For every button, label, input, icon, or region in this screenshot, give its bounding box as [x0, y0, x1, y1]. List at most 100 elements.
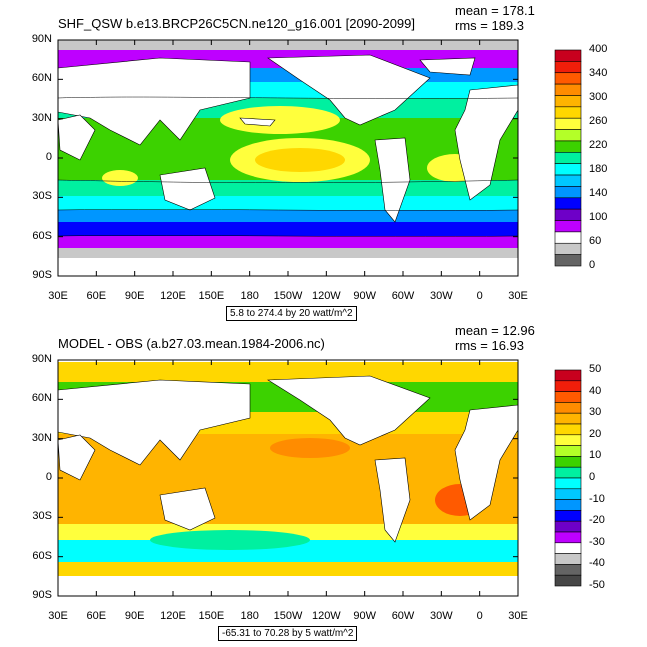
p1-io-maximum — [102, 170, 138, 186]
colorbar-label: 180 — [589, 163, 608, 175]
panel2-rms: rms = 16.93 — [455, 338, 525, 353]
lon-tick-label: 90E — [124, 290, 145, 302]
lon-tick-label: 150E — [198, 290, 225, 302]
colorbar-box — [554, 186, 582, 199]
colorbar-box — [554, 140, 582, 153]
colorbar-box — [554, 242, 582, 255]
colorbar-box — [554, 220, 582, 233]
colorbar-box — [554, 520, 582, 533]
lon-tick-label: 180 — [240, 610, 259, 622]
lon-tick-label: 120E — [160, 610, 186, 622]
lon-tick-label: 30E — [508, 290, 528, 302]
lon-tick-label: 30W — [430, 290, 453, 302]
lon-tick-label: 60E — [86, 610, 107, 622]
p1-contours — [58, 96, 518, 237]
colorbar-box — [554, 174, 582, 187]
colorbar-box — [554, 477, 582, 490]
lon-tick-label: 60W — [391, 610, 415, 622]
lon-tick-label: 180 — [240, 290, 259, 302]
lon-tick-label: 30E — [48, 610, 68, 622]
lon-tick-label: 150E — [198, 610, 225, 622]
colorbar-label: 340 — [589, 67, 608, 79]
colorbar-box — [554, 531, 582, 544]
lon-tick-label: 30E — [508, 610, 528, 622]
panel2-map — [58, 360, 518, 596]
colorbar-box — [554, 488, 582, 500]
lon-tick-label: 0 — [476, 290, 483, 302]
lon-tick-label: 30E — [48, 290, 68, 302]
colorbar-box — [554, 369, 582, 382]
lon-tick-label: 90W — [353, 610, 376, 622]
colorbar-label: -20 — [589, 514, 605, 527]
lat-tick-label: 30S — [32, 190, 52, 203]
lat-tick-label: 90N — [31, 33, 52, 45]
colorbar-box — [554, 553, 582, 565]
colorbar-box — [554, 106, 582, 119]
p2-np-hotspot — [270, 438, 350, 458]
lat-tick-label: 60N — [31, 72, 52, 85]
panel1-range-note: 5.8 to 274.4 by 20 watt/m^2 — [226, 306, 357, 321]
colorbar-box — [554, 163, 582, 176]
colorbar-box — [554, 49, 582, 62]
colorbar-box — [554, 254, 582, 267]
lon-tick-label: 120W — [311, 610, 341, 622]
colorbar-label: 100 — [589, 211, 608, 223]
lon-tick-label: 90W — [353, 290, 376, 302]
colorbar-box — [554, 510, 582, 522]
colorbar-box — [554, 564, 582, 576]
colorbar-box — [554, 197, 582, 210]
colorbar-box — [554, 402, 582, 414]
panel1-rms: rms = 189.3 — [455, 18, 525, 33]
colorbar-box — [554, 208, 582, 221]
lat-tick-label: 60S — [32, 229, 52, 242]
panel2-colorbar — [554, 369, 582, 587]
p1-band-55s — [58, 222, 518, 236]
p1-land — [58, 54, 518, 223]
p1-band-50s — [58, 210, 518, 222]
colorbar-label: -40 — [589, 557, 605, 570]
lon-tick-label: 0 — [476, 610, 483, 622]
colorbar-box — [554, 152, 582, 164]
lon-tick-label: 150W — [273, 290, 303, 302]
colorbar-label: 140 — [589, 187, 608, 199]
p2-band-arctic — [58, 362, 518, 382]
p2-so-cool — [150, 530, 310, 550]
colorbar-label: 400 — [589, 43, 608, 55]
lon-tick-label: 120E — [160, 290, 186, 302]
colorbar-label: 50 — [589, 363, 602, 375]
lat-tick-label: 30N — [31, 111, 52, 124]
colorbar-box — [554, 423, 582, 436]
colorbar-box — [554, 61, 582, 74]
colorbar-label: 40 — [589, 384, 602, 397]
colorbar-box — [554, 117, 582, 130]
panel2-title: MODEL - OBS (a.b27.03.mean.1984-2006.nc) — [58, 336, 325, 351]
colorbar-box — [554, 466, 582, 479]
colorbar-label: 0 — [589, 471, 596, 483]
colorbar-label: 260 — [589, 115, 608, 127]
lat-tick-label: 60S — [32, 549, 52, 562]
lat-tick-label: 0 — [45, 151, 52, 163]
colorbar-label: 60 — [589, 235, 602, 247]
colorbar-box — [554, 231, 582, 244]
lon-tick-label: 60E — [86, 290, 107, 302]
colorbar-box — [554, 574, 582, 587]
colorbar-box — [554, 129, 582, 142]
colorbar-box — [554, 445, 582, 457]
colorbar-label: -10 — [589, 492, 605, 505]
colorbar-box — [554, 380, 582, 392]
panel2-mean: mean = 12.96 — [455, 323, 535, 338]
colorbar-label: 220 — [589, 139, 608, 151]
colorbar-box — [554, 434, 582, 446]
lat-tick-label: 90S — [32, 269, 52, 281]
lon-tick-label: 60W — [391, 290, 415, 302]
colorbar-label: 20 — [589, 427, 602, 440]
colorbar-label: 300 — [589, 91, 608, 103]
p2-land — [58, 375, 518, 543]
lon-tick-label: 30W — [430, 610, 453, 622]
colorbar-box — [554, 456, 582, 468]
colorbar-box — [554, 542, 582, 554]
lat-tick-label: 90N — [31, 353, 52, 365]
p1-band-65s — [58, 236, 518, 248]
colorbar-box — [554, 83, 582, 96]
